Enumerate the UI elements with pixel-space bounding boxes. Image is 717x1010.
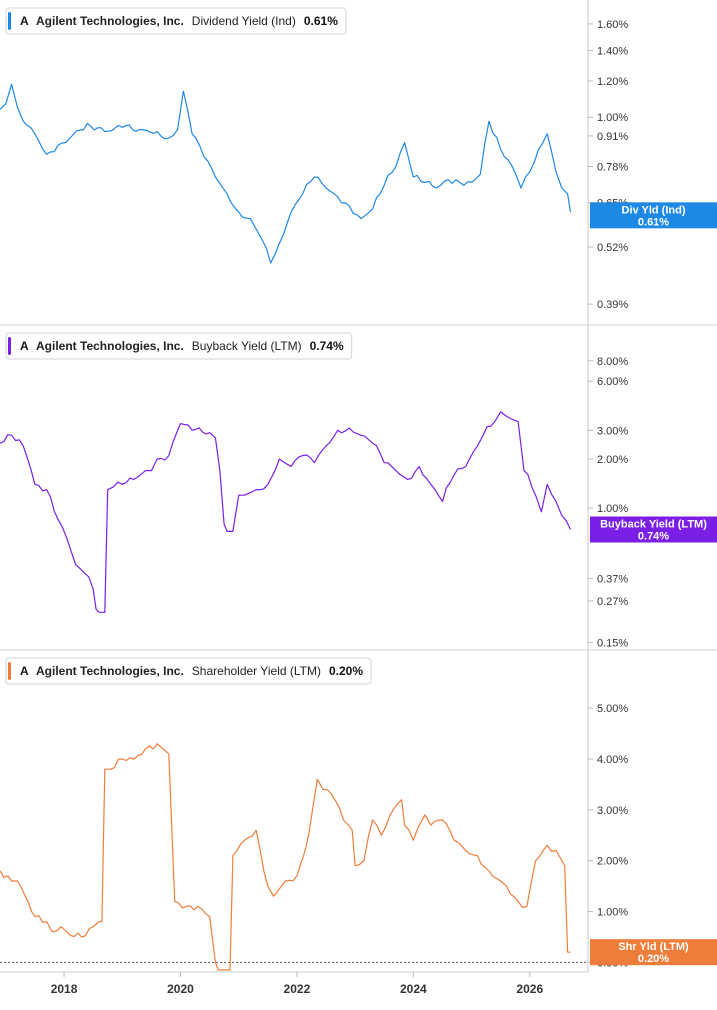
y-tick-label: 0.78% — [597, 162, 628, 174]
legend-ticker: A — [20, 339, 29, 353]
series-line — [0, 411, 572, 613]
value-badge-bg — [590, 202, 717, 229]
series-line — [0, 83, 572, 264]
x-tick-label: 2026 — [516, 982, 543, 996]
y-tick-label: 1.00% — [597, 503, 628, 515]
legend-ticker: A — [20, 14, 29, 28]
y-tick-label: 1.40% — [597, 45, 628, 57]
x-tick-label: 2024 — [400, 982, 427, 996]
value-badge-label: Shr Yld (LTM) — [618, 941, 689, 953]
x-tick-label: 2018 — [51, 982, 78, 996]
y-tick-label: 3.00% — [597, 805, 628, 817]
legend: A Agilent Technologies, Inc. Buyback Yield… — [5, 332, 353, 360]
value-badge-label: Div Yld (Ind) — [622, 204, 686, 216]
legend-company: Agilent Technologies, Inc. — [36, 664, 184, 678]
legend: A Agilent Technologies, Inc. Dividend Yiel… — [5, 7, 347, 35]
y-tick-label: 5.00% — [597, 703, 628, 715]
value-badge-bg — [590, 939, 717, 966]
value-badge-label: Buyback Yield (LTM) — [600, 519, 707, 531]
value-badge-value: 0.74% — [638, 531, 669, 543]
legend-value: 0.61% — [304, 14, 338, 28]
y-tick-label: 8.00% — [597, 356, 628, 368]
y-tick-label: 0.39% — [597, 299, 628, 311]
legend-value: 0.20% — [329, 664, 363, 678]
y-tick-label: 2.00% — [597, 856, 628, 868]
legend: A Agilent Technologies, Inc. Shareholder Y… — [5, 657, 372, 685]
y-tick-label: 6.00% — [597, 376, 628, 388]
legend-color-swatch — [8, 662, 11, 680]
y-tick-label: 1.20% — [597, 76, 628, 88]
legend-metric: Dividend Yield (Ind) — [192, 14, 296, 28]
legend-metric: Buyback Yield (LTM) — [192, 339, 302, 353]
y-tick-label: 0.15% — [597, 638, 628, 650]
legend-value: 0.74% — [310, 339, 344, 353]
chart-panel-2: 8.00% 6.00% 3.00% 2.00% 1.00% 0.37% 0.27% 0.15%… — [0, 332, 717, 650]
value-badge: Buyback Yield (LTM)0.74% — [590, 516, 717, 543]
x-tick-label: 2020 — [167, 982, 194, 996]
legend-box — [5, 7, 347, 35]
x-tick-label: 2022 — [284, 982, 311, 996]
legend-color-swatch — [8, 337, 11, 355]
value-badge-value: 0.20% — [638, 953, 669, 965]
chart-panel-3: 5.00%4.00%3.00%2.00%1.00%0.00%Shr Yld (L… — [0, 657, 717, 971]
series-line — [0, 743, 571, 971]
legend-company: Agilent Technologies, Inc. — [36, 339, 184, 353]
y-tick-label: 1.00% — [597, 907, 628, 919]
y-tick-label: 0.52% — [597, 242, 628, 254]
y-tick-label: 3.00% — [597, 425, 628, 437]
legend-company: Agilent Technologies, Inc. — [36, 14, 184, 28]
y-tick-label: 1.00% — [597, 112, 628, 124]
y-tick-label: 2.00% — [597, 454, 628, 466]
y-tick-label: 1.60% — [597, 19, 628, 31]
chart-panel-1: 1.60%1.40%1.20%1.00%0.91%0.78%0.65%0.52%… — [0, 7, 717, 311]
y-tick-label: 0.37% — [597, 574, 628, 586]
legend-box — [5, 332, 353, 360]
legend-metric: Shareholder Yield (LTM) — [192, 664, 321, 678]
value-badge: Shr Yld (LTM)0.20% — [590, 939, 717, 966]
y-tick-label: 0.27% — [597, 596, 628, 608]
legend-box — [5, 657, 372, 685]
value-badge-value: 0.61% — [638, 216, 669, 228]
legend-ticker: A — [20, 664, 29, 678]
legend-color-swatch — [8, 12, 11, 30]
value-badge: Div Yld (Ind)0.61% — [590, 202, 717, 229]
y-tick-label: 0.91% — [597, 131, 628, 143]
y-tick-label: 4.00% — [597, 754, 628, 766]
value-badge-bg — [590, 516, 717, 543]
